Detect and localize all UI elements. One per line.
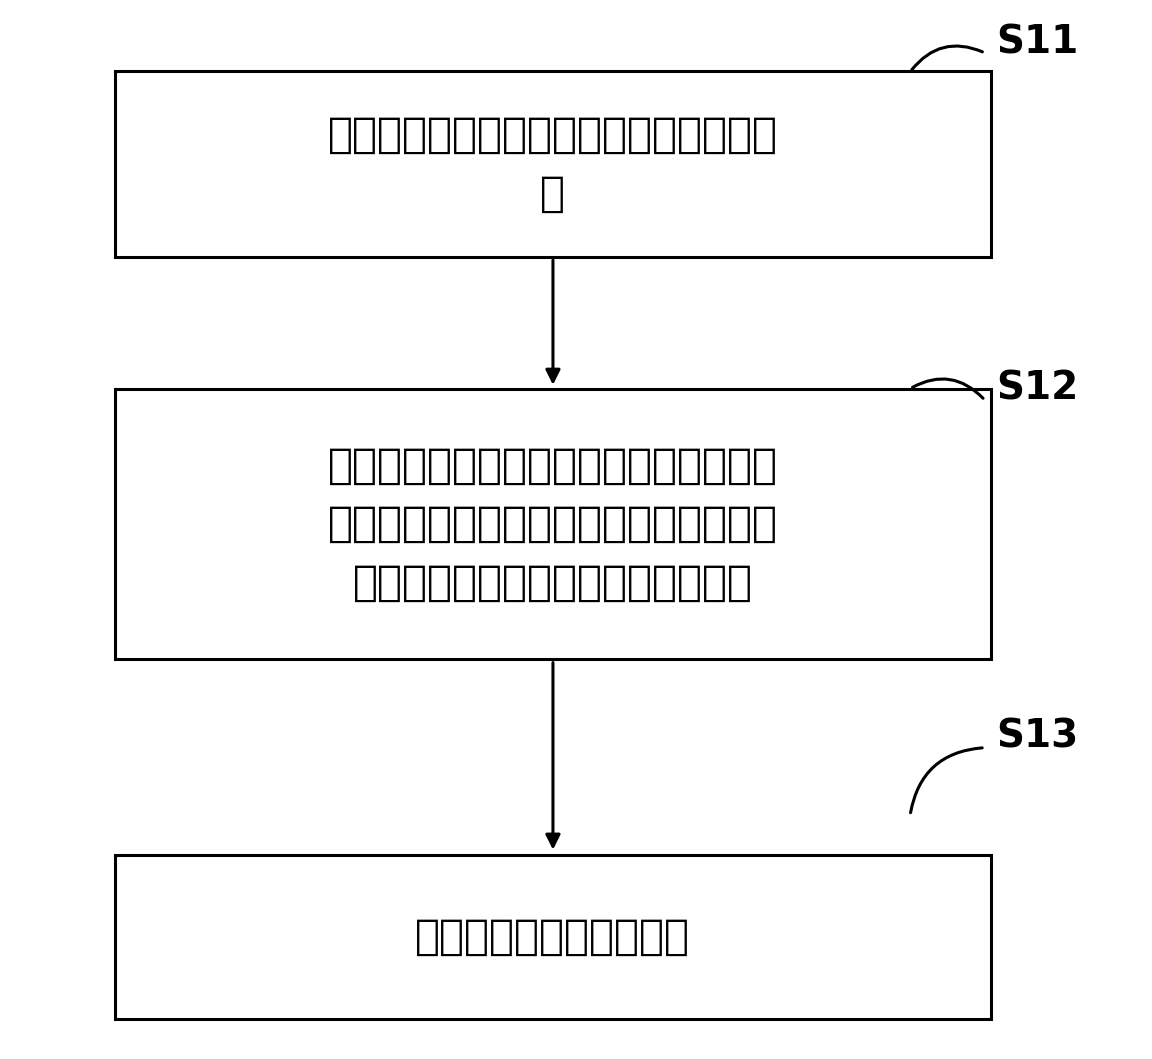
Text: 调整文件列表的显示内容: 调整文件列表的显示内容 — [416, 916, 690, 958]
Text: 根据用户将文件列表中文件对象向剪切板
的图标进行拖动的选择输入，将被选中的
文件对象复制到剪切板的存储空间中: 根据用户将文件列表中文件对象向剪切板 的图标进行拖动的选择输入，将被选中的 文件… — [328, 445, 778, 604]
FancyBboxPatch shape — [115, 389, 991, 659]
FancyBboxPatch shape — [115, 856, 991, 1019]
Text: 在终端屏幕上显示文件列表和剪切板的图
标: 在终端屏幕上显示文件列表和剪切板的图 标 — [328, 114, 778, 214]
FancyBboxPatch shape — [115, 72, 991, 256]
Text: S11: S11 — [996, 23, 1078, 61]
Text: S12: S12 — [996, 370, 1078, 408]
Text: S13: S13 — [996, 717, 1078, 755]
